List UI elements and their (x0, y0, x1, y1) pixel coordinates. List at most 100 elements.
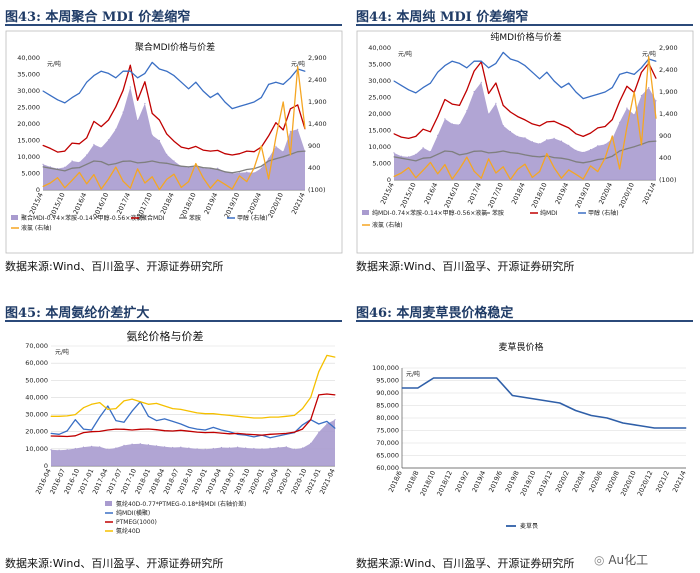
series-point (107, 405, 109, 407)
series-point (108, 72, 109, 74)
series-point (495, 62, 497, 64)
series-point (50, 432, 52, 434)
series-point (640, 144, 642, 146)
series-point (318, 423, 320, 425)
spread-point (488, 113, 490, 115)
series-point (582, 135, 584, 137)
y-tick-label: 10,000 (17, 153, 40, 161)
series-point (293, 414, 295, 416)
series-point (99, 416, 101, 418)
y-tick-label: 85,000 (376, 402, 399, 410)
series-point (158, 68, 160, 70)
series-point (559, 402, 561, 404)
series-point (488, 67, 490, 69)
series-point (66, 430, 68, 432)
series-point (202, 177, 204, 179)
series-point (480, 60, 482, 62)
panel-fig46: 图46: 本周麦草畏价格稳定 麦草畏价格 元/吨 100,000 95,000 90,0… (356, 296, 696, 573)
series-line-2 (50, 393, 336, 438)
series-point (220, 429, 222, 431)
spread-point (400, 155, 402, 157)
series-point (115, 420, 117, 422)
legend-swatch (105, 501, 112, 506)
series-point (285, 415, 287, 417)
series-point (158, 189, 160, 191)
series-point (137, 162, 139, 164)
y-tick-label: 20,000 (17, 120, 40, 128)
series-point (212, 431, 214, 433)
series-point (527, 397, 529, 399)
spread-point (115, 128, 117, 130)
series-point (224, 171, 226, 173)
y-tick-label: 30,000 (17, 87, 40, 95)
chart-title: 麦草畏价格 (498, 341, 543, 353)
series-point (466, 89, 468, 91)
spread-point (196, 448, 198, 450)
series-point (275, 122, 277, 124)
legend-swatch (362, 210, 369, 215)
y-tick-label: 30,000 (368, 77, 391, 85)
x-tick-label: 2019/6 (487, 469, 504, 493)
legend-label: 氨纶40D-0.77*PTMEG-0.18*纯MDI (右轴价差) (116, 500, 246, 508)
source-note: 数据来源:Wind、百川盈孚、开源证券研究所 (5, 260, 224, 273)
x-tick-label: 2016/10 (443, 181, 462, 209)
spread-point (633, 114, 635, 116)
series-area-spread (51, 419, 335, 466)
y-tick-label: 10,000 (25, 445, 48, 453)
series-point (488, 152, 490, 154)
series-point (137, 77, 139, 79)
series-point (123, 428, 125, 430)
series-point (466, 156, 468, 158)
x-tick-label: 2020/10 (617, 181, 636, 209)
x-tick-label: 2021/2 (654, 469, 671, 493)
series-point (229, 431, 230, 433)
chart-title: 聚合MDI价格与价差 (135, 41, 215, 53)
series-point (326, 354, 328, 356)
series-point (604, 126, 606, 127)
series-point (539, 171, 541, 173)
spread-point (86, 154, 88, 156)
series-point (64, 150, 66, 152)
series-point (107, 429, 109, 431)
series-point (115, 77, 117, 79)
series-point (448, 377, 450, 379)
series-point (239, 175, 240, 177)
series-point (71, 179, 73, 181)
series-point (289, 154, 291, 156)
series-point (611, 135, 613, 137)
spread-point (495, 102, 497, 104)
series-point (93, 120, 95, 122)
spread-point (546, 139, 548, 141)
series-point (100, 126, 102, 128)
series-point (517, 116, 519, 118)
series-point (195, 145, 197, 147)
y-tick-label: 0 (36, 186, 40, 194)
series-point (304, 150, 306, 152)
series-point (511, 395, 513, 396)
series-point (261, 417, 263, 419)
spread-point (115, 447, 117, 449)
series-point (220, 432, 222, 434)
series-point (502, 150, 504, 152)
series-point (64, 102, 66, 104)
y2-tick-label: 1,400 (308, 120, 327, 128)
unit-left: 元/吨 (406, 370, 420, 378)
spread-point (553, 137, 555, 139)
series-point (253, 417, 255, 419)
y-tick-label: 10,000 (368, 143, 391, 151)
spread-point (131, 443, 133, 445)
series-point (115, 428, 117, 430)
series-point (640, 71, 642, 73)
series-point (597, 159, 599, 160)
spread-point (275, 145, 277, 147)
spread-point (144, 102, 146, 105)
panel-fig44: 图44: 本周纯 MDI 价差缩窄 纯MDI价格与价差 元/吨 元/吨 40,000 3… (356, 0, 696, 290)
series-point (217, 92, 219, 94)
series-point (408, 159, 410, 160)
y-tick-label: 65,000 (376, 452, 399, 460)
series-point (326, 393, 328, 395)
series-point (509, 179, 511, 181)
series-point (429, 161, 431, 163)
series-point (246, 103, 248, 105)
series-point (180, 423, 182, 425)
